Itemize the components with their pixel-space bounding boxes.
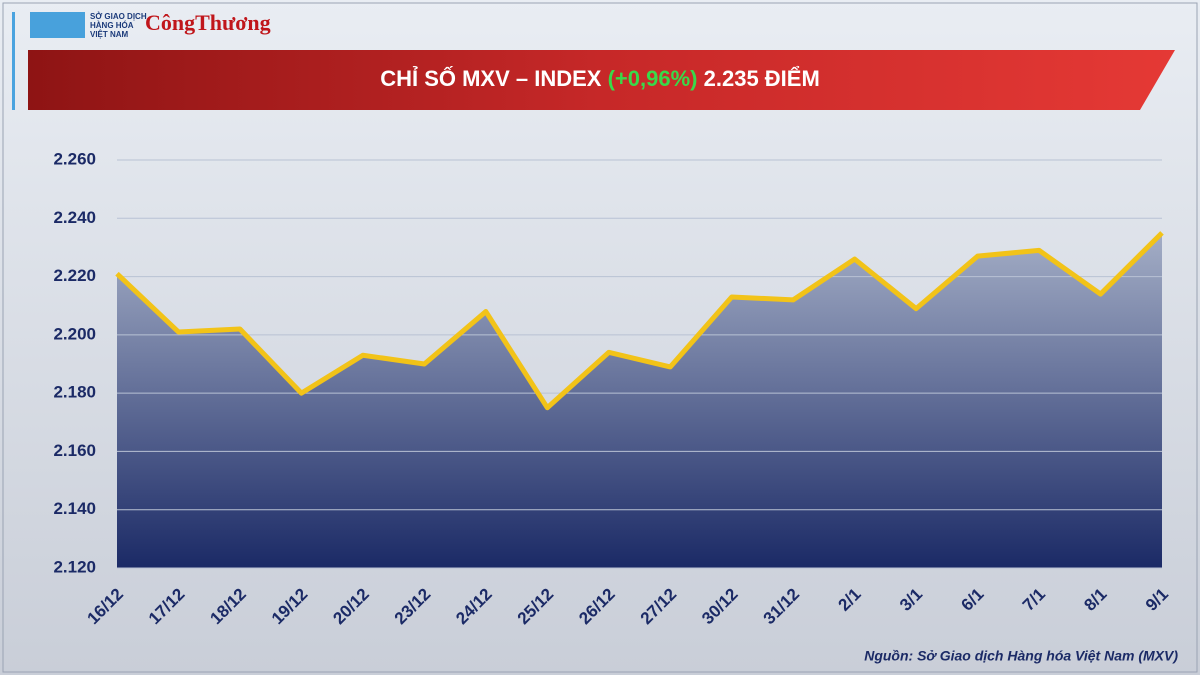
title-part: 2.235 ĐIỂM (704, 66, 820, 91)
logo-text: HÀNG HÓA (90, 21, 134, 30)
y-tick-label: 2.160 (53, 441, 96, 460)
chart-title: CHỈ SỐ MXV – INDEX (+0,96%) 2.235 ĐIỂM (380, 65, 820, 91)
y-tick-label: 2.240 (53, 208, 96, 227)
logo-text: VIỆT NAM (90, 30, 129, 39)
source: Nguồn: Sở Giao dịch Hàng hóa Việt Nam (M… (864, 648, 1178, 664)
y-tick-label: 2.140 (53, 499, 96, 518)
y-tick-label: 2.260 (53, 149, 96, 168)
header-band (28, 50, 1175, 110)
title-part: CHỈ SỐ MXV – INDEX (380, 65, 602, 91)
logo-newspaper: CôngThương (145, 10, 271, 35)
y-tick-label: 2.220 (53, 266, 96, 285)
accent (12, 12, 15, 110)
y-tick-label: 2.180 (53, 383, 96, 402)
logo-icon (30, 12, 85, 38)
y-tick-label: 2.200 (53, 324, 96, 343)
title-change: (+0,96%) (608, 66, 698, 91)
y-tick-label: 2.120 (53, 557, 96, 576)
line (115, 231, 1164, 411)
logo-exchange: SỞ GIAO DỊCH HÀNG HÓA VIỆT NAM (30, 12, 147, 39)
area (117, 232, 1162, 568)
logo-text: SỞ GIAO DỊCH (90, 12, 147, 21)
